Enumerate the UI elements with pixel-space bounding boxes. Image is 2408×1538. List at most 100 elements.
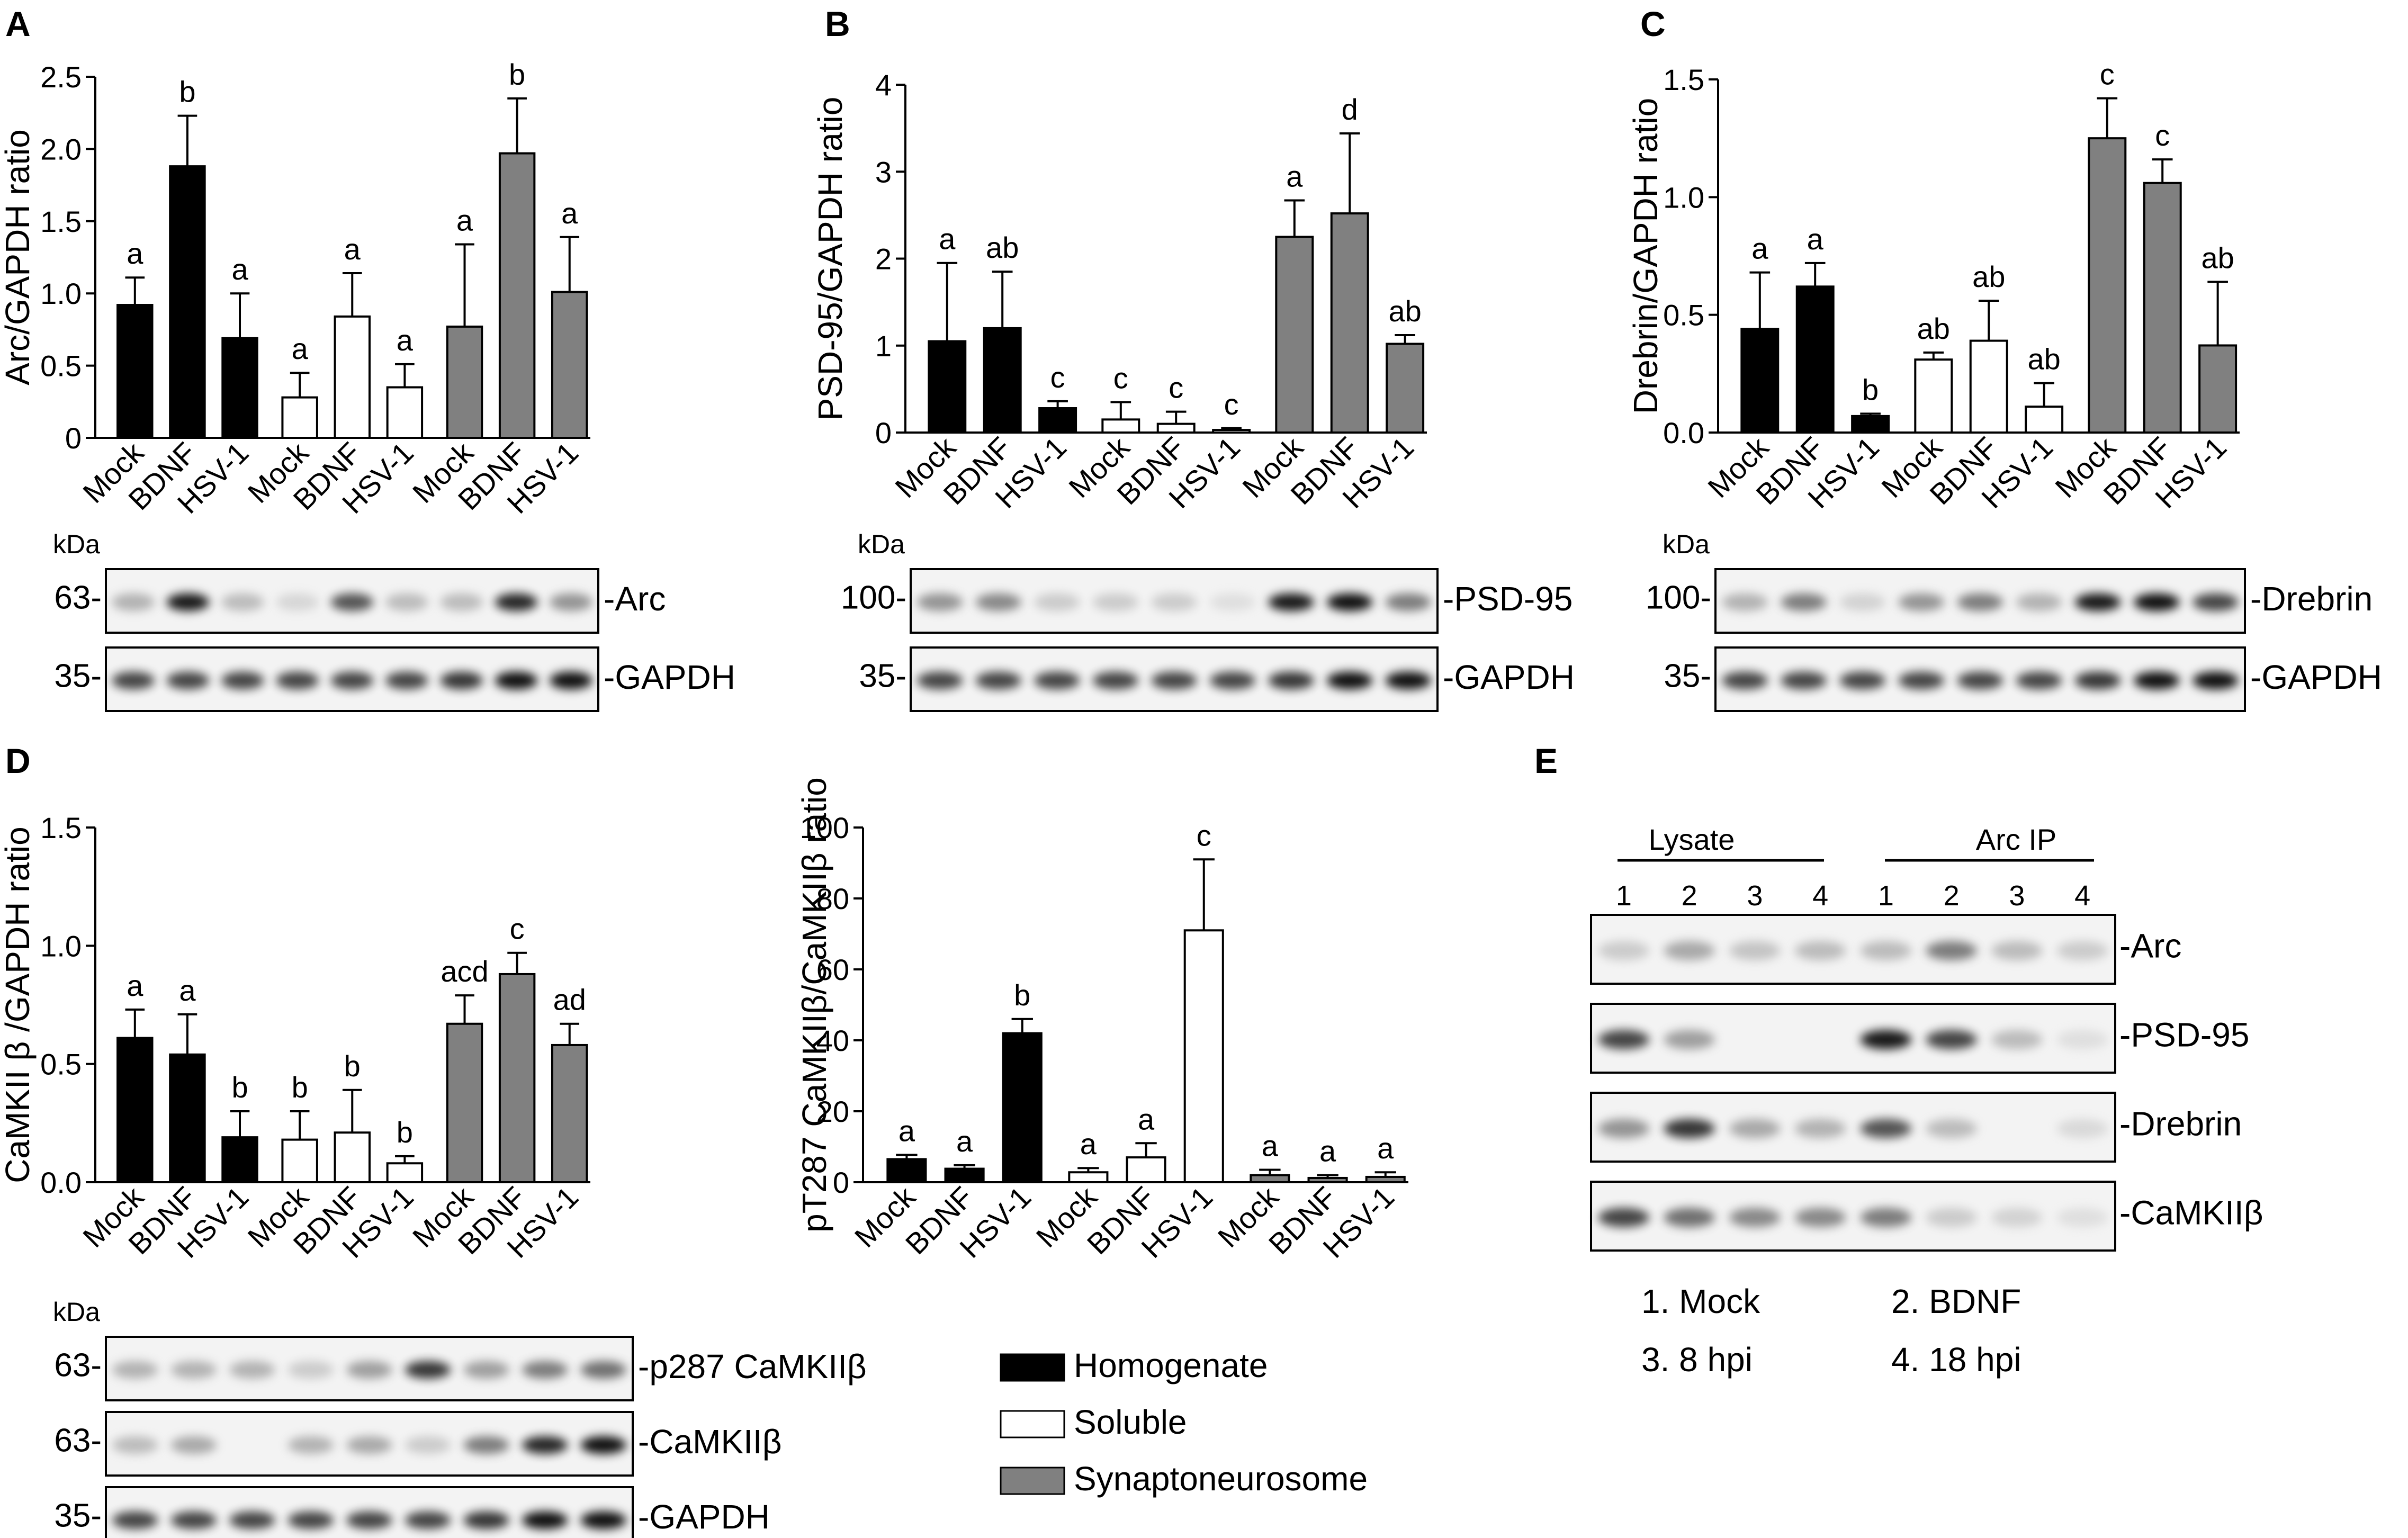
blot-strip-c-0 — [1714, 568, 2246, 634]
blot-band — [385, 593, 428, 611]
blot-strip-e-2 — [1590, 1092, 2116, 1163]
blot-label: -p287 CaMKIIβ — [638, 1347, 867, 1386]
significance-letter: a — [397, 323, 414, 357]
blot-band — [1926, 1208, 1977, 1227]
blot-band — [2193, 671, 2239, 690]
bar — [886, 1158, 927, 1183]
bar — [551, 291, 588, 439]
blot-strip-d-2 — [105, 1486, 634, 1538]
bar — [1365, 1175, 1406, 1183]
significance-letter: a — [956, 1125, 973, 1158]
significance-letter: ab — [1917, 312, 1950, 345]
blot-band — [112, 593, 155, 611]
blot-band — [2016, 671, 2062, 690]
significance-letter: ab — [986, 231, 1019, 264]
significance-letter: a — [1319, 1135, 1336, 1168]
blot-band — [1327, 671, 1373, 690]
y-tick-label: 1.5 — [1663, 63, 1704, 96]
bar — [1914, 358, 1953, 434]
kda-marker: 35- — [54, 658, 102, 694]
blot-band — [276, 671, 319, 690]
significance-letter: a — [561, 196, 578, 230]
bar — [1740, 328, 1780, 434]
blot-strip-c-1 — [1714, 646, 2246, 712]
y-tick-label: 0.0 — [1663, 416, 1704, 449]
y-axis-label: pT287 CaMKIIβ/CaMKIIβ ratio — [795, 777, 833, 1233]
lane-number: 4 — [2074, 880, 2090, 912]
significance-letter: c — [1050, 361, 1065, 394]
blot-band — [463, 1361, 509, 1379]
legend-swatch-soluble — [1000, 1410, 1065, 1438]
blot-band — [1034, 671, 1080, 690]
blot-band — [2074, 593, 2121, 611]
blot-band — [405, 1361, 451, 1379]
blot-band — [346, 1361, 392, 1379]
y-tick-label: 1.0 — [40, 929, 82, 963]
blot-label: -GAPDH — [2250, 658, 2382, 696]
blot-band — [229, 1511, 275, 1530]
lane-number: 1 — [1878, 880, 1894, 912]
blot-band — [440, 593, 483, 611]
key-item-3: 3. 8 hpi — [1641, 1341, 1753, 1379]
significance-letter: a — [1286, 159, 1303, 193]
blot-band — [1385, 671, 1431, 690]
significance-letter: a — [127, 237, 143, 270]
kda-label: kDa — [1663, 529, 1710, 559]
key-item-4: 4. 18 hpi — [1891, 1341, 2021, 1379]
blot-band — [1957, 593, 2003, 611]
blot-strip-b-0 — [910, 568, 1439, 634]
y-tick-label: 0 — [65, 421, 82, 455]
significance-letter: d — [1342, 93, 1358, 126]
blot-band — [1209, 671, 1256, 690]
significance-letter: a — [456, 203, 473, 237]
blot-band — [287, 1361, 334, 1379]
blot-band — [1268, 671, 1314, 690]
bar — [1126, 1156, 1166, 1184]
blot-band — [229, 1361, 275, 1379]
bar — [446, 1022, 483, 1183]
blot-band — [1598, 1208, 1650, 1227]
panel-letter-d: D — [5, 741, 31, 780]
y-tick-label: 2 — [875, 242, 892, 276]
y-tick-label: 2.5 — [40, 60, 82, 94]
y-tick-label: 1.5 — [40, 205, 82, 238]
blot-band — [1268, 593, 1314, 611]
y-axis-label: Arc/GAPDH ratio — [0, 129, 37, 385]
bar — [221, 337, 258, 439]
blot-band — [1151, 593, 1197, 611]
y-axis-label: Drebrin/GAPDH ratio — [1627, 98, 1665, 415]
blot-band — [550, 671, 592, 690]
blot-strip-b-1 — [910, 646, 1439, 712]
key-item-1: 1. Mock — [1641, 1282, 1760, 1320]
blot-band — [330, 593, 374, 611]
significance-letter: c — [1224, 388, 1239, 421]
blot-strip-e-3 — [1590, 1181, 2116, 1252]
legend-label-synaptoneurosome: Synaptoneurosome — [1074, 1460, 1368, 1498]
significance-letter: a — [1262, 1129, 1279, 1163]
blot-label: -Arc — [604, 580, 666, 618]
blot-band — [287, 1511, 334, 1530]
significance-letter: a — [1751, 232, 1768, 265]
bar — [1156, 422, 1196, 434]
kda-label: kDa — [53, 529, 100, 559]
bar — [334, 315, 371, 439]
blot-label: -PSD-95 — [2119, 1016, 2249, 1054]
bar — [116, 304, 154, 439]
kda-marker: 63- — [54, 1422, 102, 1459]
blot-band — [1991, 941, 2043, 960]
blots-layer: kDa 63- -Arc 35- -GAPDH kDa 100- -PSD-95 35- -GAP… — [53, 529, 2382, 1538]
blot-label: -GAPDH — [1443, 658, 1575, 696]
bar — [1307, 1176, 1348, 1183]
bar — [944, 1167, 985, 1184]
blot-band — [463, 1511, 509, 1530]
blot-band — [1664, 1208, 1715, 1227]
blot-band — [1092, 671, 1139, 690]
blot-label: -GAPDH — [604, 658, 735, 696]
blot-strip-e-1 — [1590, 1003, 2116, 1074]
significance-letter: ad — [553, 983, 586, 1017]
legend-label-soluble: Soluble — [1074, 1403, 1187, 1441]
kda-marker: 100- — [841, 579, 906, 616]
y-tick-label: 0.5 — [40, 349, 82, 383]
kda-marker: 100- — [1646, 579, 1711, 616]
